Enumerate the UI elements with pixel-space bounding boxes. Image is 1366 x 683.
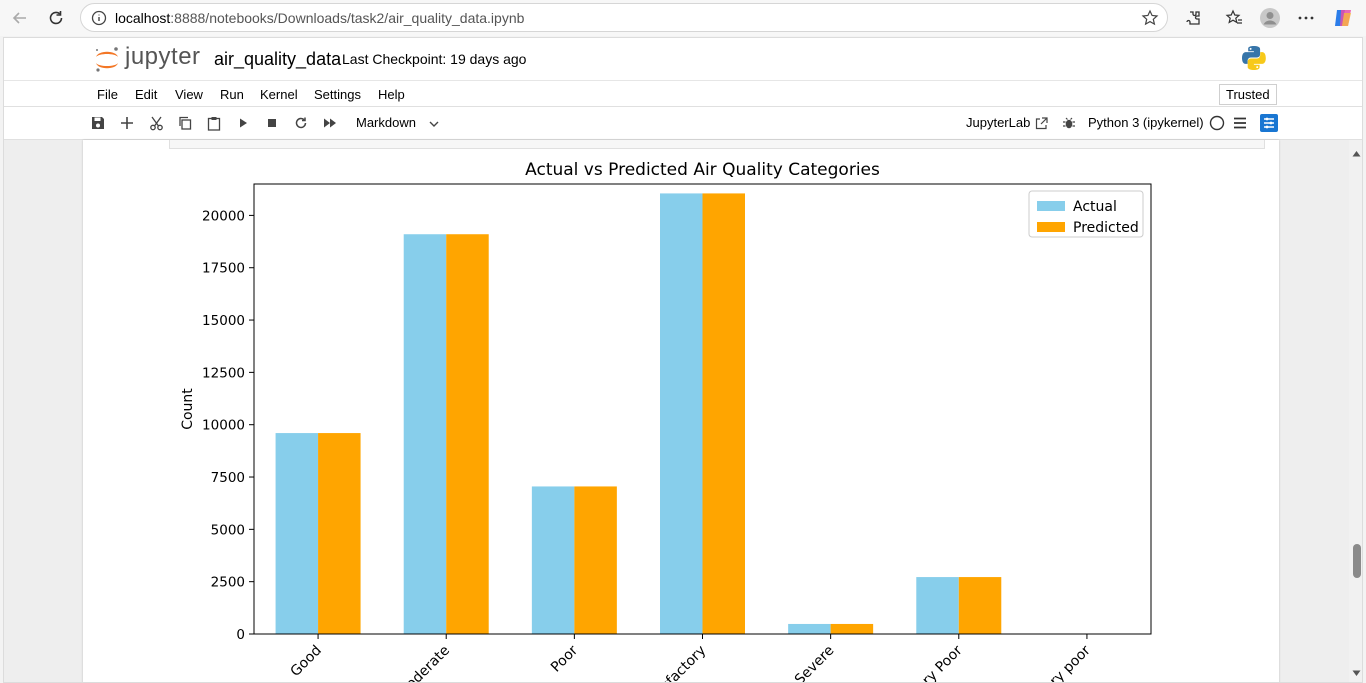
x-tick-label-4: Severe [792, 643, 838, 683]
favorite-star-icon[interactable] [1141, 9, 1159, 32]
debugger-bug-icon[interactable] [1061, 115, 1077, 131]
chevron-down-icon[interactable] [428, 117, 440, 135]
y-tick-label-0: 0 [236, 627, 245, 643]
menu-settings[interactable]: Settings [314, 87, 361, 102]
bar-actual-3 [660, 193, 703, 634]
bar-actual-1 [403, 234, 447, 635]
bar-actual-5 [916, 577, 959, 634]
address-bar[interactable]: localhost:8888/notebooks/Downloads/task2… [80, 3, 1168, 32]
save-icon[interactable] [90, 115, 106, 131]
y-tick-label-4: 10000 [202, 418, 245, 434]
bar-predicted-1 [446, 234, 489, 635]
reload-icon[interactable] [44, 6, 68, 30]
chart-title: Actual vs Predicted Air Quality Categori… [525, 160, 880, 180]
last-checkpoint: Last Checkpoint: 19 days ago [342, 51, 527, 67]
copilot-icon[interactable] [1332, 7, 1354, 29]
jupyterlab-link[interactable]: JupyterLab [966, 115, 1031, 130]
cut-icon[interactable] [148, 115, 164, 131]
y-tick-label-2: 5000 [211, 522, 245, 538]
bar-actual-0 [275, 433, 319, 634]
cell-type-select[interactable]: Markdown [356, 115, 416, 130]
x-tick-label-6: Very poor [1035, 642, 1094, 683]
menu-lines-icon[interactable] [1232, 115, 1248, 131]
restart-icon[interactable] [293, 115, 309, 131]
bar-predicted-2 [574, 486, 617, 634]
jupyter-page: jupyter air_quality_data Last Checkpoint… [3, 37, 1363, 683]
y-tick-label-5: 12500 [202, 365, 245, 381]
y-tick-label-3: 7500 [211, 470, 245, 486]
x-tick-label-0: Good [288, 643, 325, 680]
menu-bar: File Edit View Run Kernel Settings Help … [4, 80, 1362, 107]
add-cell-icon[interactable] [119, 115, 135, 131]
external-link-icon[interactable] [1033, 115, 1049, 131]
y-tick-label-6: 15000 [202, 313, 245, 329]
legend-swatch-actual [1037, 201, 1065, 211]
menu-kernel[interactable]: Kernel [260, 87, 298, 102]
copy-icon[interactable] [177, 115, 193, 131]
favorites-icon[interactable] [1223, 7, 1245, 29]
previous-cell-edge [169, 140, 1265, 149]
notebook-header: jupyter air_quality_data Last Checkpoint… [4, 38, 1362, 81]
bar-predicted-5 [958, 577, 1002, 634]
menu-view[interactable]: View [175, 87, 203, 102]
y-tick-label-1: 2500 [211, 575, 245, 591]
scroll-up-icon[interactable] [1352, 144, 1361, 162]
y-tick-label-8: 20000 [202, 208, 245, 224]
notebook-title[interactable]: air_quality_data [214, 49, 342, 69]
bar-predicted-3 [702, 193, 745, 634]
bar-chart: Actual vs Predicted Air Quality Categori… [180, 160, 1152, 683]
menu-edit[interactable]: Edit [135, 87, 158, 102]
more-options-icon[interactable] [1295, 7, 1317, 29]
legend-label-predicted: Predicted [1073, 220, 1139, 236]
x-tick-label-1: Moderate [395, 643, 453, 683]
extensions-icon[interactable] [1182, 7, 1204, 29]
bar-predicted-0 [318, 433, 361, 634]
x-tick-label-5: Very Poor [907, 642, 965, 683]
menu-help[interactable]: Help [378, 87, 405, 102]
scrollbar-thumb[interactable] [1353, 544, 1361, 578]
vertical-scrollbar[interactable] [1349, 140, 1362, 682]
jupyter-logo-text: jupyter [125, 43, 201, 70]
bar-actual-2 [531, 486, 575, 634]
back-icon[interactable] [8, 6, 32, 30]
menu-file[interactable]: File [97, 87, 118, 102]
paste-icon[interactable] [206, 115, 222, 131]
url-text: localhost:8888/notebooks/Downloads/task2… [115, 10, 525, 26]
y-axis-label: Count [180, 388, 196, 430]
y-tick-label-7: 17500 [202, 261, 245, 277]
x-tick-label-3: Satisfactory [639, 643, 709, 683]
x-tick-label-2: Poor [548, 642, 581, 675]
kernel-name[interactable]: Python 3 (ipykernel) [1088, 115, 1204, 130]
notebook-area: Actual vs Predicted Air Quality Categori… [4, 140, 1349, 683]
scroll-down-icon[interactable] [1352, 664, 1361, 682]
jupyter-logo-icon[interactable] [92, 44, 122, 79]
legend-swatch-predicted [1037, 222, 1065, 232]
stop-icon[interactable] [264, 115, 280, 131]
bar-predicted-4 [830, 623, 874, 634]
bar-actual-4 [788, 623, 831, 634]
browser-toolbar: localhost:8888/notebooks/Downloads/task2… [0, 0, 1366, 36]
site-info-icon[interactable] [91, 10, 107, 31]
profile-avatar-icon[interactable] [1259, 7, 1281, 29]
legend-label-actual: Actual [1073, 199, 1117, 215]
trusted-indicator[interactable]: Trusted [1219, 84, 1277, 105]
run-icon[interactable] [235, 115, 251, 131]
property-inspector-icon[interactable] [1260, 114, 1278, 132]
notebook-panel: Actual vs Predicted Air Quality Categori… [83, 140, 1279, 683]
menu-run[interactable]: Run [220, 87, 244, 102]
python-logo-icon [1240, 44, 1268, 77]
notebook-toolbar: Markdown JupyterLab Python 3 (ipykernel) [4, 107, 1362, 140]
kernel-status-icon [1209, 115, 1225, 131]
fast-forward-icon[interactable] [322, 115, 338, 131]
